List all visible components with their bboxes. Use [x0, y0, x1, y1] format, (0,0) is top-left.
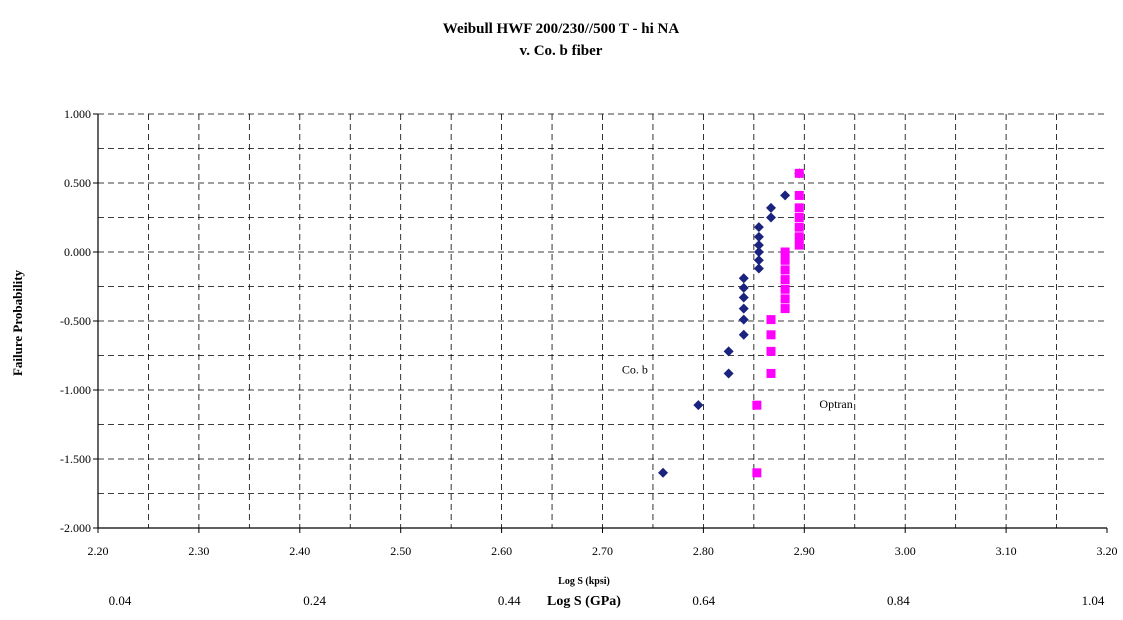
series-annotation: Co. b: [622, 362, 648, 376]
secondary-x-tick-label: 0.64: [692, 593, 715, 608]
square-point: [794, 203, 804, 213]
x-tick-label: 2.40: [289, 544, 310, 558]
square-point: [766, 330, 776, 340]
y-tick-label: 0.000: [64, 245, 91, 259]
secondary-x-tick-label: 0.84: [887, 593, 910, 608]
diamond-point: [738, 292, 749, 303]
square-point: [780, 265, 790, 275]
x-tick-label: 2.70: [592, 544, 613, 558]
x-axis-title: Log S (kpsi): [558, 576, 610, 587]
annotations: Co. b Optran: [622, 362, 853, 411]
square-point: [794, 168, 804, 178]
x-tick-label: 2.20: [88, 544, 109, 558]
diamond-point: [780, 190, 791, 201]
square-point: [780, 255, 790, 265]
square-point: [766, 346, 776, 356]
x-tick-label: 2.80: [693, 544, 714, 558]
y-tick-label: -1.500: [60, 452, 91, 466]
data-points: [658, 168, 805, 478]
secondary-x-tick-label: 0.24: [303, 593, 326, 608]
diamond-point: [693, 400, 704, 411]
square-point: [780, 284, 790, 294]
secondary-x-tick-labels: 0.04 0.24 0.44 0.64 0.84 1.04: [109, 593, 1105, 608]
square-point: [780, 294, 790, 304]
diamond-point: [738, 273, 749, 284]
diamond-point: [658, 467, 669, 478]
diamond-point: [753, 222, 764, 233]
square-point: [752, 400, 762, 410]
square-point: [794, 190, 804, 200]
diamond-point: [753, 231, 764, 242]
y-tick-label: -1.000: [60, 383, 91, 397]
diamond-point: [738, 329, 749, 340]
x-tick-label: 2.30: [188, 544, 209, 558]
square-point: [794, 232, 804, 242]
diamond-point: [753, 255, 764, 266]
secondary-x-tick-label: 0.04: [109, 593, 132, 608]
diamond-point: [766, 202, 777, 213]
y-tick-label: -2.000: [60, 521, 91, 535]
diamond-point: [738, 282, 749, 293]
x-tick-label: 3.10: [996, 544, 1017, 558]
square-point: [780, 247, 790, 257]
diamond-point: [753, 263, 764, 274]
diamond-point: [753, 240, 764, 251]
axes: [93, 113, 1108, 533]
x-tick-labels: 2.20 2.30 2.40 2.50 2.60 2.70 2.80 2.90 3.00 3.10…: [88, 544, 1118, 558]
square-point: [752, 468, 762, 478]
diamond-point: [753, 247, 764, 257]
secondary-x-tick-label: 0.44: [498, 593, 521, 608]
diamond-point: [766, 212, 777, 223]
square-point: [794, 240, 804, 250]
chart-title-line2: v. Co. b fiber: [520, 43, 603, 59]
chart-title-line1: Weibull HWF 200/230//500 T - hi NA: [443, 21, 680, 37]
x-tick-label: 3.20: [1097, 544, 1118, 558]
y-axis-title: Failure Probability: [10, 269, 25, 376]
square-point: [766, 315, 776, 325]
square-point: [780, 275, 790, 285]
secondary-x-tick-label: 1.04: [1082, 593, 1105, 608]
x-tick-label: 2.50: [390, 544, 411, 558]
square-point: [794, 213, 804, 222]
x-tick-label: 2.60: [491, 544, 512, 558]
x-tick-label: 2.90: [794, 544, 815, 558]
secondary-x-axis-title: Log S (GPa): [547, 594, 621, 609]
y-tick-label: 0.500: [64, 176, 91, 190]
diamond-point: [738, 303, 749, 314]
diamond-point: [723, 346, 734, 357]
gridlines: [98, 113, 1107, 528]
y-tick-label: 1.000: [64, 107, 91, 121]
y-tick-labels: 1.000 0.500 0.000 -0.500 -1.000 -1.500 -2.000: [60, 107, 91, 535]
x-tick-label: 3.00: [895, 544, 916, 558]
y-tick-label: -0.500: [60, 314, 91, 328]
square-point: [780, 304, 790, 314]
square-point: [794, 222, 804, 232]
series-annotation: Optran: [819, 397, 852, 411]
diamond-point: [723, 368, 734, 379]
diamond-point: [738, 314, 749, 325]
square-point: [766, 368, 776, 378]
